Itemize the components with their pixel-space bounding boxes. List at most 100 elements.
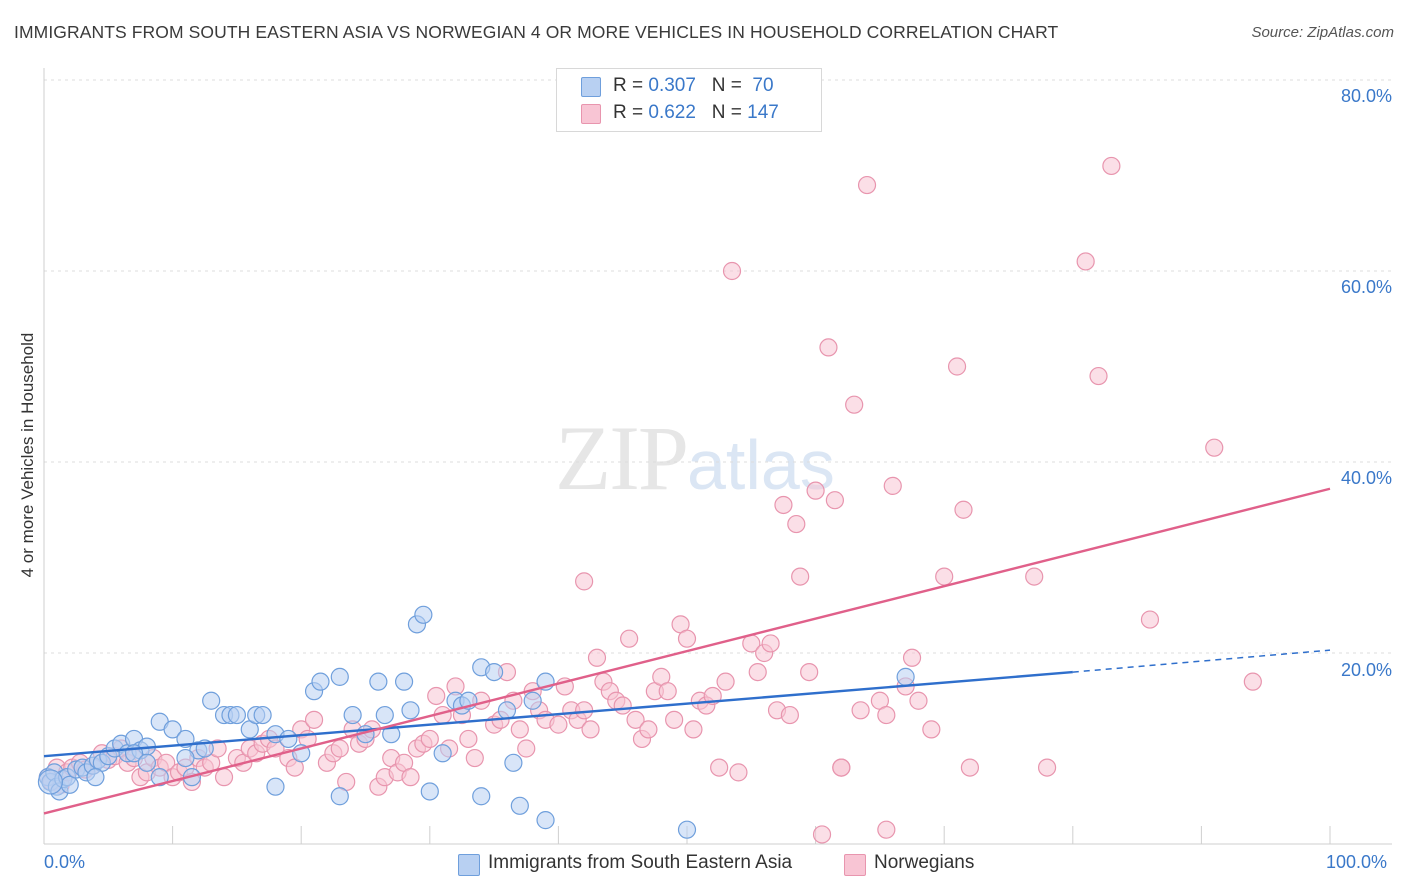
data-point-immigrants [37, 769, 64, 795]
data-point-immigrants [375, 705, 394, 725]
bottom-legend-swatch-blue [458, 854, 480, 876]
axes [43, 68, 1392, 845]
x-tick-label-max: 100.0% [1326, 852, 1388, 872]
data-point-norwegians [1089, 366, 1108, 386]
data-point-norwegians [787, 514, 806, 534]
data-point-norwegians [851, 701, 870, 720]
series-immigrants-south-eastern-asia [37, 605, 915, 839]
data-point-norwegians [304, 710, 324, 729]
data-point-immigrants [86, 768, 105, 787]
data-point-norwegians [1076, 252, 1095, 271]
trend-line-immigrants [43, 670, 1073, 758]
bottom-legend-label-blue: Immigrants from South Eastern Asia [488, 852, 793, 873]
data-point-norwegians [960, 758, 980, 777]
data-point-norwegians [729, 763, 748, 782]
data-point-norwegians [1102, 156, 1121, 176]
data-point-norwegians [857, 175, 877, 195]
legend-n-value: 147 [747, 102, 779, 123]
data-point-norwegians [825, 491, 844, 510]
data-point-norwegians [330, 739, 349, 758]
data-point-norwegians [684, 720, 703, 739]
data-point-immigrants [137, 753, 156, 772]
grid-lines [44, 79, 1392, 654]
data-point-norwegians [761, 634, 780, 653]
data-point-norwegians [819, 338, 838, 357]
legend-n-label: N = [711, 102, 748, 123]
watermark: ZIPatlas [555, 407, 835, 509]
data-point-immigrants [279, 729, 298, 749]
data-point-immigrants [330, 667, 349, 686]
trend-lines [43, 487, 1331, 815]
data-point-immigrants [420, 782, 439, 801]
data-point-norwegians [401, 768, 420, 787]
y-axis-label: 4 or more Vehicles in Household [18, 332, 37, 578]
data-point-norwegians [812, 825, 832, 844]
data-point-norwegians [549, 715, 568, 734]
data-point-norwegians [832, 758, 851, 777]
y-tick-label-80: 80.0% [1340, 86, 1392, 106]
data-point-immigrants [433, 744, 452, 763]
data-point-norwegians [780, 705, 799, 725]
data-point-norwegians [883, 476, 902, 495]
data-point-immigrants [311, 672, 330, 691]
data-point-norwegians [1243, 672, 1262, 691]
data-point-immigrants [266, 777, 285, 796]
data-point-norwegians [613, 696, 632, 715]
data-point-immigrants [60, 775, 79, 794]
data-point-norwegians [427, 686, 446, 706]
data-point-norwegians [510, 720, 529, 739]
data-point-norwegians [922, 720, 941, 739]
data-point-norwegians [902, 648, 922, 667]
data-point-norwegians [710, 758, 729, 777]
data-point-norwegians [677, 629, 697, 648]
data-point-immigrants [414, 605, 433, 624]
trend-line-norwegians [43, 487, 1331, 815]
source-credit: Source: ZipAtlas.com [1251, 24, 1394, 41]
data-point-immigrants [485, 662, 504, 682]
data-point-immigrants [497, 701, 517, 720]
data-point-immigrants [343, 705, 362, 725]
data-point-norwegians [791, 567, 810, 586]
data-point-norwegians [1037, 758, 1057, 777]
data-point-norwegians [1140, 610, 1160, 629]
data-point-norwegians [465, 748, 484, 768]
data-point-norwegians [459, 729, 478, 749]
data-point-norwegians [909, 691, 928, 710]
data-point-norwegians [1025, 567, 1044, 586]
data-point-immigrants [677, 820, 697, 839]
data-point-immigrants [510, 796, 529, 815]
bottom-legend-label-pink: Norwegians [874, 852, 975, 873]
data-point-immigrants [394, 672, 414, 691]
data-point-immigrants [401, 701, 420, 720]
data-point-norwegians [665, 710, 684, 729]
data-point-immigrants [472, 787, 491, 806]
data-point-norwegians [420, 729, 439, 749]
chart-title: IMMIGRANTS FROM SOUTH EASTERN ASIA VS NO… [14, 22, 1059, 42]
data-point-norwegians [639, 720, 658, 739]
correlation-legend: R = 0.307 N = 70 R = 0.622 N = 147 [556, 68, 822, 132]
bottom-legend-swatch-pink [844, 854, 866, 876]
legend-r-label: R = [613, 75, 649, 96]
data-point-norwegians [722, 261, 742, 281]
data-point-norwegians [877, 820, 896, 839]
data-point-norwegians [587, 648, 607, 667]
data-point-immigrants [504, 753, 523, 772]
data-point-immigrants [150, 768, 169, 787]
data-point-norwegians [877, 705, 896, 725]
x-tick-label-min: 0.0% [44, 852, 86, 872]
data-point-norwegians [575, 701, 594, 720]
legend-r-value: 0.622 [648, 102, 696, 123]
data-point-immigrants [253, 705, 272, 725]
y-tick-label-40: 40.0% [1340, 468, 1392, 488]
data-point-norwegians [935, 567, 954, 586]
data-point-norwegians [774, 495, 793, 515]
y-tick-label-20: 20.0% [1340, 660, 1392, 680]
data-point-immigrants [176, 748, 195, 768]
data-point-norwegians [1205, 438, 1224, 457]
data-point-norwegians [517, 739, 536, 758]
data-point-norwegians [214, 768, 234, 787]
data-point-norwegians [806, 481, 825, 500]
data-point-norwegians [716, 672, 735, 691]
data-point-norwegians [658, 682, 677, 701]
